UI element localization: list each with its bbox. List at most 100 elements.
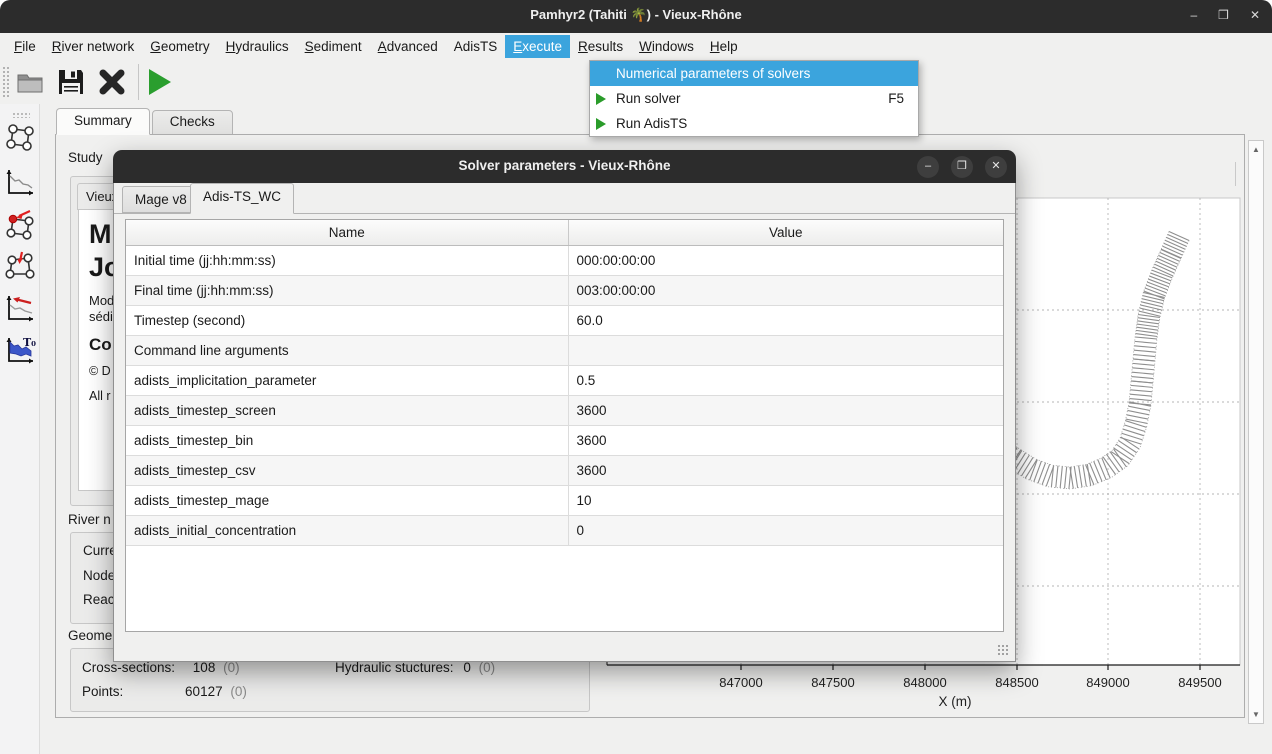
column-header-name: Name [126,220,569,246]
dialog-tabline [114,213,1015,214]
param-name-cell[interactable]: Final time (jj:hh:mm:ss) [126,275,569,306]
river-network-row: Reac [83,592,115,607]
scroll-down-icon[interactable]: ▼ [1252,710,1260,719]
dialog-minimize-icon[interactable]: – [917,156,939,178]
dialog-maximize-icon[interactable]: ❒ [951,156,973,178]
maximize-icon[interactable]: ❒ [1218,8,1229,22]
param-value-cell[interactable] [568,335,1003,366]
river-network-row: Curre [83,543,117,558]
menu-windows[interactable]: Windows [639,39,694,54]
hydraulic-structures-stat: Hydraulic stuctures: 0 (0) [335,660,496,675]
play-icon [596,117,606,130]
x-tick-label: 849000 [1086,675,1129,690]
lateral-contribution-icon[interactable] [4,250,36,282]
longitudinal-profile-icon[interactable] [4,166,36,198]
menu-help[interactable]: Help [709,39,738,54]
run-icon[interactable] [146,68,174,96]
menu-geometry[interactable]: Geometry [150,39,210,54]
param-name-cell[interactable]: adists_timestep_mage [126,485,569,516]
minimize-icon[interactable]: – [1190,8,1198,22]
tab-checks[interactable]: Checks [151,110,233,135]
param-value-cell[interactable]: 0.5 [568,365,1003,396]
x-tick-label: 848500 [995,675,1038,690]
menu-item-run-solver[interactable]: Run solver F5 [590,86,918,111]
shortcut-label: F5 [888,91,904,106]
boundary-upstream-icon[interactable] [4,208,36,240]
study-group-label: Study [68,150,103,165]
param-value-cell[interactable]: 3600 [568,425,1003,456]
param-name-cell[interactable]: Timestep (second) [126,305,569,336]
close-project-icon[interactable] [98,68,126,96]
study-text-fragment: Mod [89,293,115,308]
toolbar-drag-handle[interactable] [2,66,10,98]
river-network-row: Node [83,568,116,583]
menu-sediment[interactable]: Sediment [304,39,362,54]
menu-river-network[interactable]: River network [51,39,135,54]
menu-adists[interactable]: AdisTS [453,39,498,54]
vertical-scrollbar[interactable]: ▲ ▼ [1248,140,1264,724]
dialog-close-icon[interactable]: ✕ [985,156,1007,178]
left-toolbar [0,104,40,754]
backwater-curve-icon[interactable] [4,292,36,324]
table-row[interactable]: adists_timestep_csv 3600 [126,455,1003,486]
close-icon[interactable]: ✕ [1249,8,1260,22]
tab-summary[interactable]: Summary [56,108,150,135]
dialog-titlebar[interactable]: Solver parameters - Vieux-Rhône – ❒ ✕ [113,150,1016,183]
table-row[interactable]: Final time (jj:hh:mm:ss) 003:00:00:00 [126,275,1003,306]
study-text-fragment: sédi [89,309,113,324]
param-name-cell[interactable]: adists_timestep_bin [126,425,569,456]
param-name-cell[interactable]: adists_implicitation_parameter [126,365,569,396]
param-value-cell[interactable]: 3600 [568,395,1003,426]
study-text-fragment: © D [89,364,111,378]
param-name-cell[interactable]: adists_timestep_screen [126,395,569,426]
param-value-cell[interactable]: 003:00:00:00 [568,275,1003,306]
param-name-cell[interactable]: adists_timestep_csv [126,455,569,486]
param-value-cell[interactable]: 000:00:00:00 [568,245,1003,276]
table-row[interactable]: adists_timestep_mage 10 [126,485,1003,516]
menu-hydraulics[interactable]: Hydraulics [225,39,289,54]
param-value-cell[interactable]: 3600 [568,455,1003,486]
param-name-cell[interactable]: Command line arguments [126,335,569,366]
menu-results[interactable]: Results [578,39,624,54]
initial-conditions-icon[interactable]: T₀ [4,334,36,366]
study-text-fragment: All r [89,389,111,403]
river-network-icon[interactable] [4,121,36,153]
table-row[interactable]: Timestep (second) 60.0 [126,305,1003,336]
left-toolbar-handle[interactable] [12,112,30,118]
param-name-cell[interactable]: Initial time (jj:hh:mm:ss) [126,245,569,276]
open-folder-icon[interactable] [16,68,44,96]
menu-item-label: Numerical parameters of solvers [616,66,811,81]
window-titlebar: Pamhyr2 (Tahiti 🌴) - Vieux-Rhône – ❒ ✕ [0,0,1272,33]
param-value-cell[interactable]: 10 [568,485,1003,516]
dialog-body: Mage v8 Adis-TS_WC Name Value Initial ti… [113,183,1016,662]
scroll-up-icon[interactable]: ▲ [1252,145,1260,154]
menu-execute[interactable]: Execute [505,35,571,58]
menu-file[interactable]: File [14,39,36,54]
points-stat: Points: 60127 (0) [82,684,247,699]
param-value-cell[interactable]: 60.0 [568,305,1003,336]
dialog-tab-adists[interactable]: Adis-TS_WC [190,183,295,214]
menu-item-run-adists[interactable]: Run AdisTS [590,111,918,136]
study-text-fragment: M [89,219,112,249]
table-row[interactable]: adists_timestep_screen 3600 [126,395,1003,426]
table-row[interactable]: Initial time (jj:hh:mm:ss) 000:00:00:00 [126,245,1003,276]
cross-sections-stat: Cross-sections: 108 (0) [82,660,240,675]
parameters-table-wrap: Name Value Initial time (jj:hh:mm:ss) 000… [125,219,1004,632]
dialog-resize-grip[interactable] [997,644,1010,657]
table-row[interactable]: Command line arguments [126,335,1003,366]
river-network-group-label: River n [68,512,111,527]
menu-items: File River network Geometry Hydraulics Sedim… [6,35,746,58]
table-row[interactable]: adists_initial_concentration 0 [126,515,1003,546]
save-icon[interactable] [57,68,85,96]
menu-advanced[interactable]: Advanced [377,39,438,54]
param-value-cell[interactable]: 0 [568,515,1003,546]
table-row[interactable]: adists_timestep_bin 3600 [126,425,1003,456]
x-tick-label: 849500 [1178,675,1221,690]
x-tick-label: 847000 [719,675,762,690]
menu-bar: File River network Geometry Hydraulics Sedim… [0,33,1272,60]
plot-toolbar-separator [1235,162,1236,186]
menu-item-numerical-parameters-of-solvers[interactable]: Numerical parameters of solvers [590,61,918,86]
dialog-tab-mage[interactable]: Mage v8 [122,186,200,213]
param-name-cell[interactable]: adists_initial_concentration [126,515,569,546]
table-row[interactable]: adists_implicitation_parameter 0.5 [126,365,1003,396]
